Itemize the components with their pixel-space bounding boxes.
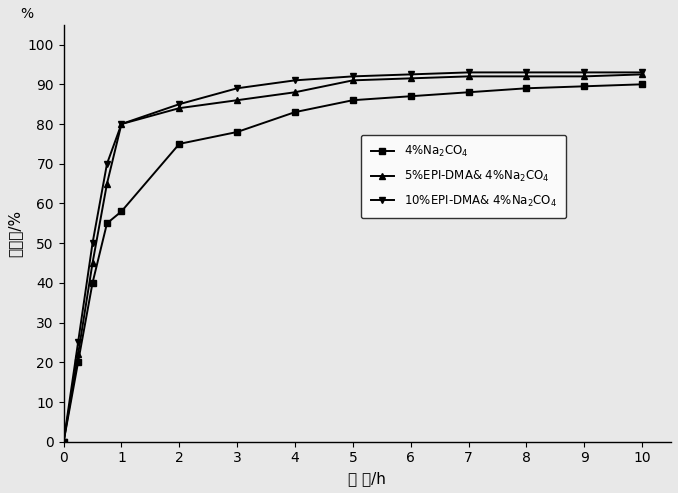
10%EPI-DMA& 4%Na$_2$CO$_4$ [74, 340, 82, 346]
4%Na$_2$CO$_4$ [233, 129, 241, 135]
5%EPI-DMA& 4%Na$_2$CO$_4$ [88, 260, 96, 266]
4%Na$_2$CO$_4$ [522, 85, 530, 91]
4%Na$_2$CO$_4$ [638, 81, 646, 87]
5%EPI-DMA& 4%Na$_2$CO$_4$ [175, 105, 183, 111]
10%EPI-DMA& 4%Na$_2$CO$_4$ [117, 121, 125, 127]
5%EPI-DMA& 4%Na$_2$CO$_4$ [522, 73, 530, 79]
5%EPI-DMA& 4%Na$_2$CO$_4$ [291, 89, 299, 95]
5%EPI-DMA& 4%Na$_2$CO$_4$ [233, 97, 241, 103]
4%Na$_2$CO$_4$ [60, 439, 68, 445]
10%EPI-DMA& 4%Na$_2$CO$_4$ [103, 161, 111, 167]
Legend: 4%Na$_2$CO$_4$, 5%EPI-DMA& 4%Na$_2$CO$_4$, 10%EPI-DMA& 4%Na$_2$CO$_4$: 4%Na$_2$CO$_4$, 5%EPI-DMA& 4%Na$_2$CO$_4… [361, 135, 566, 218]
4%Na$_2$CO$_4$ [580, 83, 589, 89]
Line: 10%EPI-DMA& 4%Na$_2$CO$_4$: 10%EPI-DMA& 4%Na$_2$CO$_4$ [60, 69, 645, 445]
10%EPI-DMA& 4%Na$_2$CO$_4$ [464, 70, 473, 75]
10%EPI-DMA& 4%Na$_2$CO$_4$ [175, 101, 183, 107]
5%EPI-DMA& 4%Na$_2$CO$_4$ [580, 73, 589, 79]
5%EPI-DMA& 4%Na$_2$CO$_4$ [74, 352, 82, 357]
Line: 4%Na$_2$CO$_4$: 4%Na$_2$CO$_4$ [60, 81, 645, 445]
5%EPI-DMA& 4%Na$_2$CO$_4$ [464, 73, 473, 79]
5%EPI-DMA& 4%Na$_2$CO$_4$ [407, 75, 415, 81]
10%EPI-DMA& 4%Na$_2$CO$_4$ [60, 439, 68, 445]
4%Na$_2$CO$_4$ [103, 220, 111, 226]
4%Na$_2$CO$_4$ [88, 280, 96, 286]
10%EPI-DMA& 4%Na$_2$CO$_4$ [522, 70, 530, 75]
4%Na$_2$CO$_4$ [175, 141, 183, 147]
4%Na$_2$CO$_4$ [117, 209, 125, 214]
5%EPI-DMA& 4%Na$_2$CO$_4$ [348, 77, 357, 83]
4%Na$_2$CO$_4$ [74, 359, 82, 365]
5%EPI-DMA& 4%Na$_2$CO$_4$ [103, 180, 111, 186]
4%Na$_2$CO$_4$ [464, 89, 473, 95]
10%EPI-DMA& 4%Na$_2$CO$_4$ [88, 240, 96, 246]
5%EPI-DMA& 4%Na$_2$CO$_4$ [117, 121, 125, 127]
10%EPI-DMA& 4%Na$_2$CO$_4$ [407, 71, 415, 77]
10%EPI-DMA& 4%Na$_2$CO$_4$ [580, 70, 589, 75]
X-axis label: 时 间/h: 时 间/h [348, 471, 386, 486]
Line: 5%EPI-DMA& 4%Na$_2$CO$_4$: 5%EPI-DMA& 4%Na$_2$CO$_4$ [60, 71, 645, 445]
10%EPI-DMA& 4%Na$_2$CO$_4$ [233, 85, 241, 91]
Text: %: % [20, 6, 34, 21]
4%Na$_2$CO$_4$ [407, 93, 415, 99]
5%EPI-DMA& 4%Na$_2$CO$_4$ [60, 439, 68, 445]
Y-axis label: 降粘率/%: 降粘率/% [7, 210, 22, 257]
10%EPI-DMA& 4%Na$_2$CO$_4$ [638, 70, 646, 75]
10%EPI-DMA& 4%Na$_2$CO$_4$ [348, 73, 357, 79]
4%Na$_2$CO$_4$ [348, 97, 357, 103]
10%EPI-DMA& 4%Na$_2$CO$_4$ [291, 77, 299, 83]
5%EPI-DMA& 4%Na$_2$CO$_4$ [638, 71, 646, 77]
4%Na$_2$CO$_4$ [291, 109, 299, 115]
